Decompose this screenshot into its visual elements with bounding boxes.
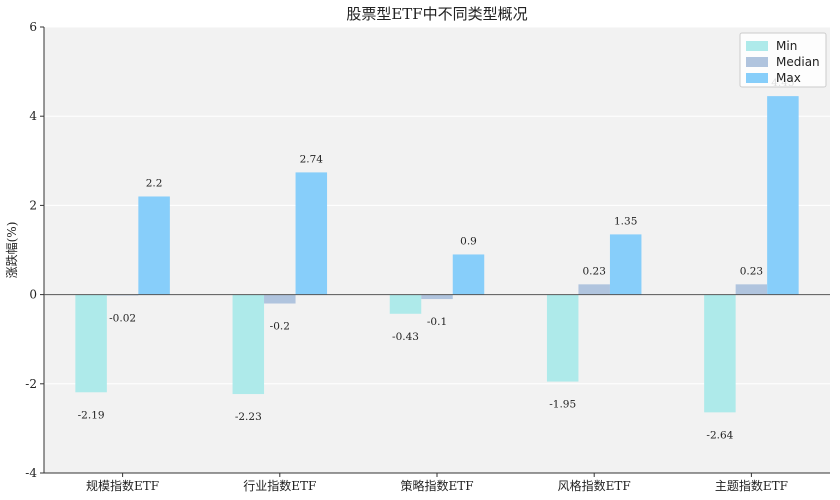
chart-title: 股票型ETF中不同类型概况 <box>346 5 527 23</box>
legend-label-median: Median <box>776 55 820 69</box>
bars <box>75 96 799 413</box>
x-tick-label: 行业指数ETF <box>243 478 316 493</box>
legend: Min Median Max <box>739 32 827 88</box>
y-tick-label: 2 <box>29 198 37 212</box>
legend-swatch-median <box>746 57 768 67</box>
legend-label-max: Max <box>776 71 801 85</box>
data-label: -2.19 <box>78 409 105 421</box>
x-tick-label: 规模指数ETF <box>86 478 159 493</box>
data-label: 0.23 <box>740 265 763 277</box>
data-label: -1.95 <box>549 399 576 411</box>
data-label: -0.02 <box>109 312 136 324</box>
bar-max <box>295 172 328 295</box>
bar-median <box>421 294 453 300</box>
y-tick-labels: -4 -2 0 2 4 6 <box>25 20 44 480</box>
data-label: -0.43 <box>392 331 419 343</box>
y-tick-label: -4 <box>25 466 37 480</box>
bar-max <box>767 96 799 295</box>
data-label: 2.2 <box>146 177 163 189</box>
x-tick-label: 策略指数ETF <box>400 478 473 493</box>
bar-min <box>704 294 736 413</box>
y-tick-label: 4 <box>29 109 37 123</box>
bar-min <box>75 294 107 393</box>
data-label: 1.35 <box>614 215 637 227</box>
bar-min <box>389 294 422 314</box>
bar-median <box>578 284 610 295</box>
data-label: -0.1 <box>427 316 447 328</box>
data-label: -0.2 <box>270 321 290 333</box>
legend-swatch-min <box>746 41 768 51</box>
bar-max <box>138 196 170 295</box>
legend-swatch-max <box>746 73 768 83</box>
x-tick-label: 主题指数ETF <box>715 478 788 493</box>
bar-min <box>232 294 265 395</box>
data-labels: -2.19 -0.02 2.2 -2.23 -0.2 2.74 -0.43 -0.1 0.9 -1… <box>78 77 795 441</box>
y-tick-label: -2 <box>25 377 37 391</box>
data-label: 0.9 <box>460 235 477 247</box>
bar-max <box>452 254 485 295</box>
x-tick-label: 风格指数ETF <box>558 478 631 493</box>
legend-label-min: Min <box>776 39 797 53</box>
y-tick-label: 6 <box>29 20 37 34</box>
data-label: -2.23 <box>235 411 262 423</box>
y-tick-label: 0 <box>29 288 37 302</box>
bar-median <box>735 284 768 295</box>
bar-max <box>609 234 642 295</box>
bar-median <box>264 294 296 304</box>
data-label: 2.74 <box>300 153 324 165</box>
data-label: -2.64 <box>706 429 733 441</box>
plot-background <box>44 27 830 473</box>
bar-min <box>546 294 579 382</box>
y-axis-label: 涨跌幅(%) <box>4 222 19 279</box>
data-label: 0.23 <box>583 265 606 277</box>
x-tick-labels: 规模指数ETF 行业指数ETF 策略指数ETF 风格指数ETF 主题指数ETF <box>86 473 788 493</box>
